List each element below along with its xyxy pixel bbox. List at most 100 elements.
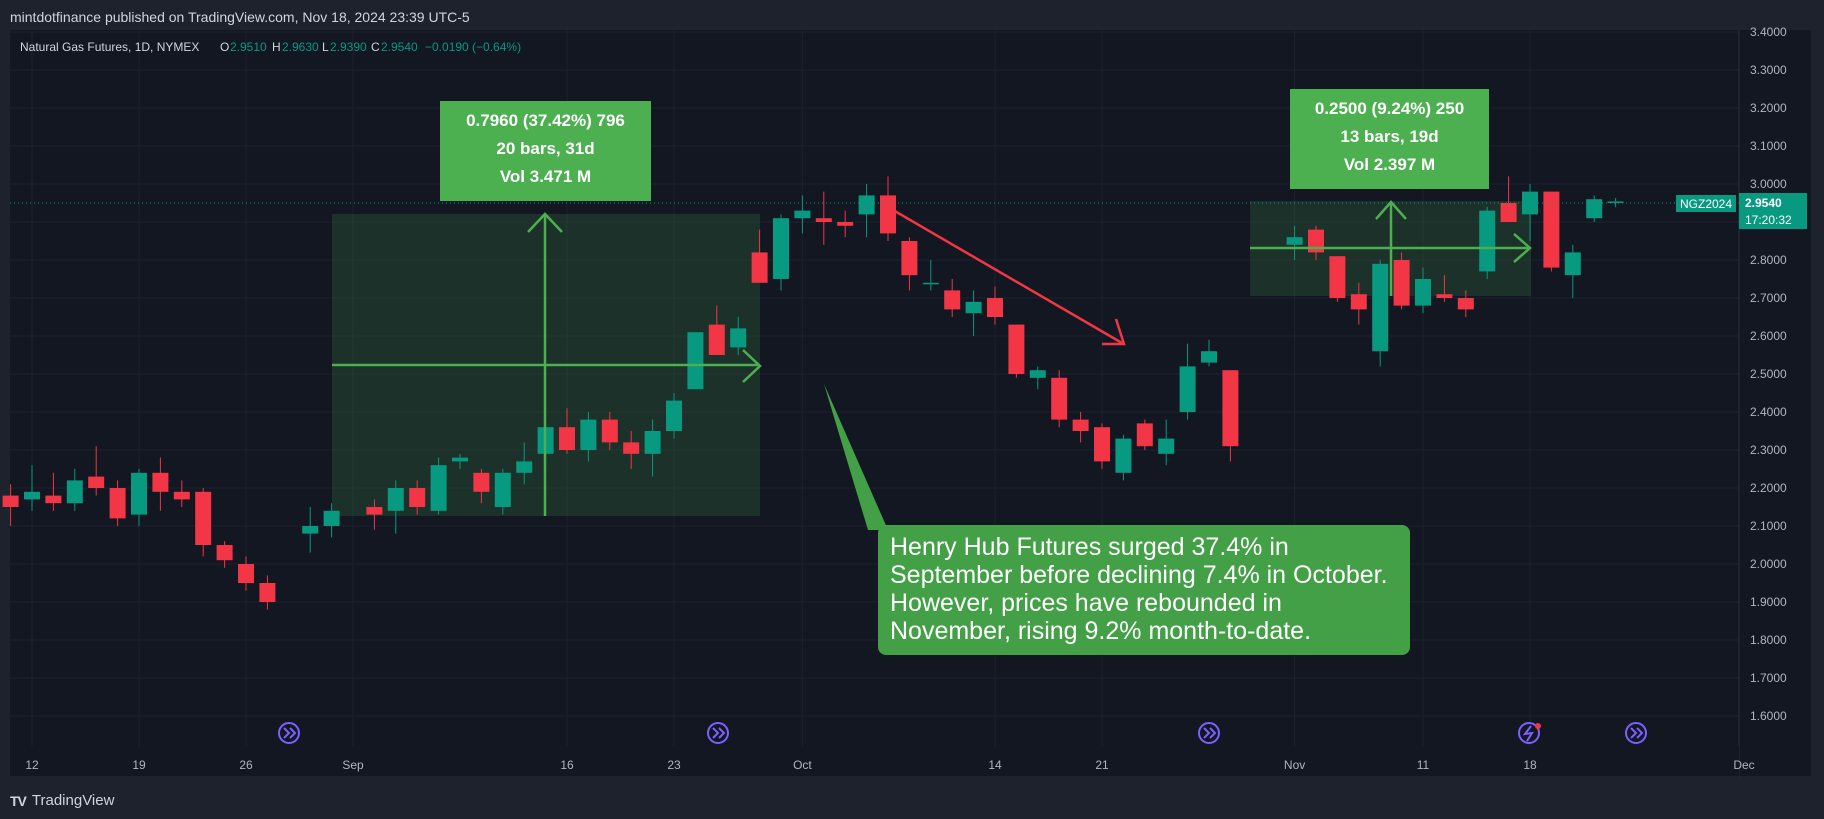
candle (2, 484, 19, 526)
measure-label-september[interactable]: 0.7960 (37.42%) 796 20 bars, 31d Vol 3.4… (440, 101, 651, 201)
candle (323, 503, 340, 538)
candle (751, 229, 768, 283)
measure-arrows-september (332, 212, 762, 516)
candle-body (944, 290, 961, 310)
candle-body (1607, 201, 1624, 203)
candle (195, 488, 212, 557)
candle-body (901, 241, 918, 276)
candle-body (2, 495, 19, 507)
candle (1136, 419, 1153, 450)
candle-body (1029, 370, 1046, 378)
candle-body (987, 298, 1003, 317)
candle-body (751, 252, 768, 283)
price-tick-label: 1.6000 (1750, 709, 1787, 723)
time-axis[interactable] (10, 746, 1739, 778)
fast-forward-circle-icon[interactable] (1625, 722, 1647, 744)
legend-change: −0.0190 (−0.64%) (425, 40, 521, 54)
measure-sept-volume: Vol 3.471 M (499, 167, 592, 186)
candle (1329, 256, 1346, 302)
candle-body (965, 301, 982, 314)
candle (1201, 339, 1217, 367)
price-tick-label: 1.7000 (1750, 671, 1787, 685)
candle-body (430, 465, 447, 511)
candle (452, 453, 468, 469)
candle (987, 286, 1003, 325)
measure-arrows-november (1250, 200, 1532, 296)
time-tick-label: 12 (25, 758, 39, 772)
candle (559, 408, 575, 454)
candle-body (1500, 203, 1517, 222)
candle-body (1543, 191, 1560, 268)
price-tag-symbol: NGZ2024 (1680, 197, 1732, 211)
candle-body (516, 461, 533, 473)
candle (773, 214, 789, 291)
candle-body (66, 480, 83, 504)
time-axis-labels: 12 19 26 Sep 16 23 Oct 14 21 Nov 11 18 Dec (25, 758, 1754, 772)
time-tick-label: Sep (342, 758, 364, 772)
candle (1586, 195, 1603, 222)
candle-body (580, 419, 597, 450)
candle (601, 412, 618, 450)
candle (837, 210, 854, 238)
last-price-tag[interactable]: NGZ2024 2.9540 17:20:32 (1676, 193, 1807, 229)
candle (1372, 260, 1389, 367)
symbol-legend[interactable]: Natural Gas Futures, 1D, NYMEX O 2.9510 … (20, 40, 521, 54)
candle (302, 507, 319, 553)
price-tick-label: 2.1000 (1750, 519, 1787, 533)
legend-close-value: 2.9540 (381, 40, 418, 54)
candle-body (1308, 229, 1324, 253)
fast-forward-circle-icon[interactable] (1198, 722, 1220, 744)
candle-body (1051, 377, 1068, 420)
candle (387, 480, 404, 534)
candle-body (1008, 324, 1025, 374)
price-axis-labels: 3.40003.30003.20003.10003.00002.90002.80… (1750, 25, 1787, 723)
candle-body (109, 488, 126, 519)
time-tick-label: 21 (1095, 758, 1109, 772)
price-tick-label: 2.4000 (1750, 405, 1787, 419)
candle (644, 419, 661, 477)
time-tick-label: 14 (988, 758, 1002, 772)
candle-body (1158, 438, 1175, 454)
time-tick-label: 26 (239, 758, 253, 772)
measure-label-november[interactable]: 0.2500 (9.24%) 250 13 bars, 19d Vol 2.39… (1290, 89, 1489, 189)
lightning-circle-icon[interactable] (1518, 722, 1541, 744)
candle (216, 541, 233, 568)
time-tick-label: Dec (1733, 758, 1754, 772)
price-axis[interactable] (1739, 30, 1811, 778)
tradingview-logo[interactable]: TV TradingView (10, 792, 114, 809)
candle-body (1350, 294, 1367, 310)
candle (922, 260, 939, 291)
candle (131, 469, 147, 526)
candle-body (302, 526, 319, 534)
candle-body (559, 427, 575, 450)
annotation-note[interactable]: Henry Hub Futures surged 37.4% in Septem… (878, 525, 1410, 655)
fast-forward-circle-icon[interactable] (278, 722, 300, 744)
measure-sept-bars: 20 bars, 31d (496, 139, 595, 158)
candle-body (1286, 237, 1303, 245)
price-tick-label: 2.7000 (1750, 291, 1787, 305)
candle-body (494, 472, 511, 507)
fast-forward-circle-icon[interactable] (707, 722, 729, 744)
time-tick-label: 19 (132, 758, 146, 772)
candle (88, 446, 105, 496)
candle (623, 431, 640, 469)
candle-body (815, 218, 832, 222)
candle-body (644, 431, 661, 454)
candle-body (152, 472, 169, 492)
time-tick-label: 11 (1417, 758, 1430, 772)
candle-body (1201, 351, 1217, 363)
candle (1029, 366, 1046, 390)
price-tick-label: 2.3000 (1750, 443, 1787, 457)
published-caption: mintdotfinance published on TradingView.… (10, 9, 470, 25)
candle (687, 332, 704, 390)
candle (494, 469, 511, 515)
candle (730, 317, 747, 355)
event-markers[interactable] (278, 722, 1647, 744)
candle-body (387, 488, 404, 511)
candle (1179, 343, 1196, 420)
measure-nov-change: 0.2500 (9.24%) 250 (1314, 99, 1465, 118)
candle-body (666, 400, 682, 431)
candle (1607, 198, 1624, 208)
legend-symbol[interactable]: Natural Gas Futures, 1D, NYMEX (20, 40, 199, 54)
